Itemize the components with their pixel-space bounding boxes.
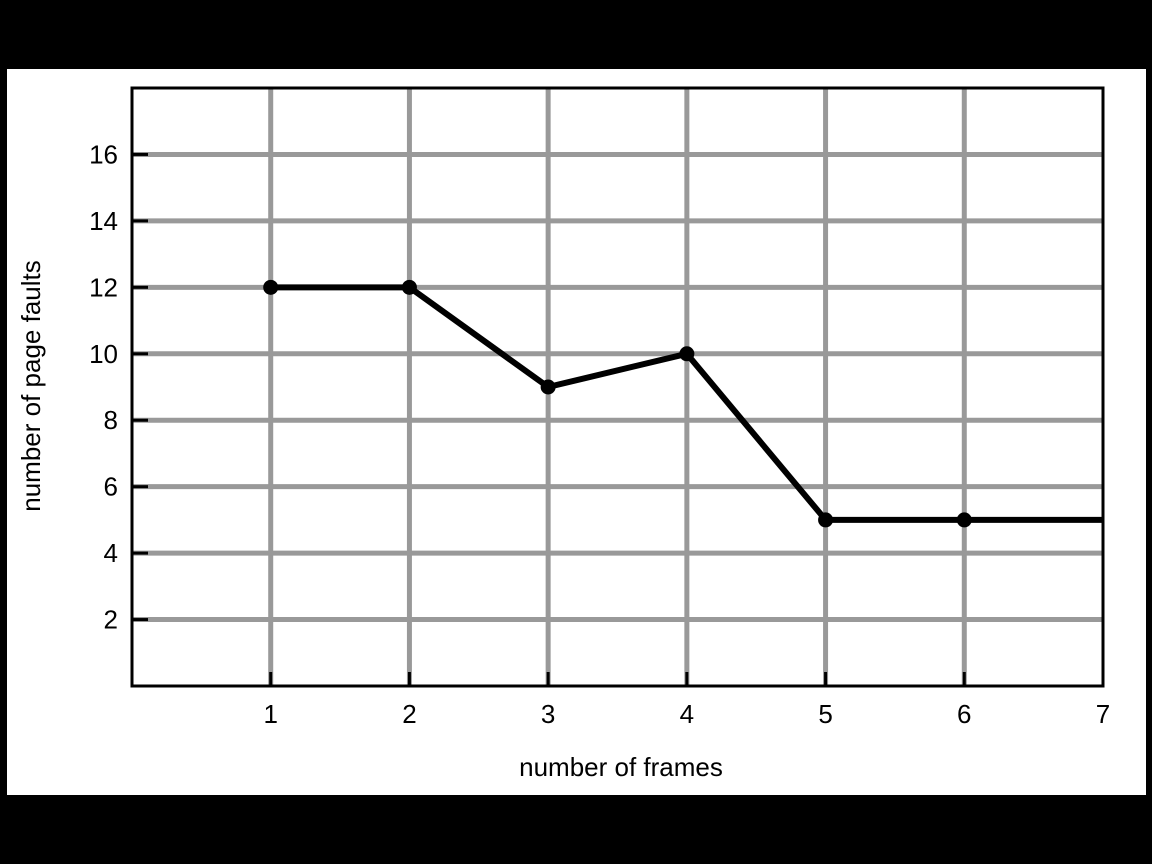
data-point: [956, 512, 972, 528]
x-tick-label: 2: [402, 699, 416, 729]
x-axis-label: number of frames: [519, 752, 723, 782]
y-tick-label: 4: [104, 538, 118, 568]
x-tick-label: 6: [957, 699, 971, 729]
y-axis-label: number of page faults: [16, 260, 46, 512]
y-tick-label: 8: [104, 405, 118, 435]
y-tick-label: 2: [104, 605, 118, 635]
grid: [132, 88, 1103, 686]
chart-background: [7, 69, 1146, 795]
x-tick-label: 5: [818, 699, 832, 729]
y-tick-label: 14: [89, 206, 118, 236]
data-point: [263, 279, 279, 295]
x-tick-label: 4: [680, 699, 694, 729]
x-tick-label: 7: [1096, 699, 1110, 729]
x-tick-label: 3: [541, 699, 555, 729]
data-point: [540, 379, 556, 395]
plot-area: [263, 279, 1103, 528]
data-point: [818, 512, 834, 528]
data-point: [679, 346, 695, 362]
axes: [130, 86, 1105, 688]
data-point: [401, 279, 417, 295]
plot-frame: [130, 86, 1105, 688]
x-tick-label: 1: [263, 699, 277, 729]
y-tick-label: 6: [104, 472, 118, 502]
y-tick-label: 10: [89, 339, 118, 369]
y-tick-label: 12: [89, 272, 118, 302]
y-tick-label: 16: [89, 139, 118, 169]
